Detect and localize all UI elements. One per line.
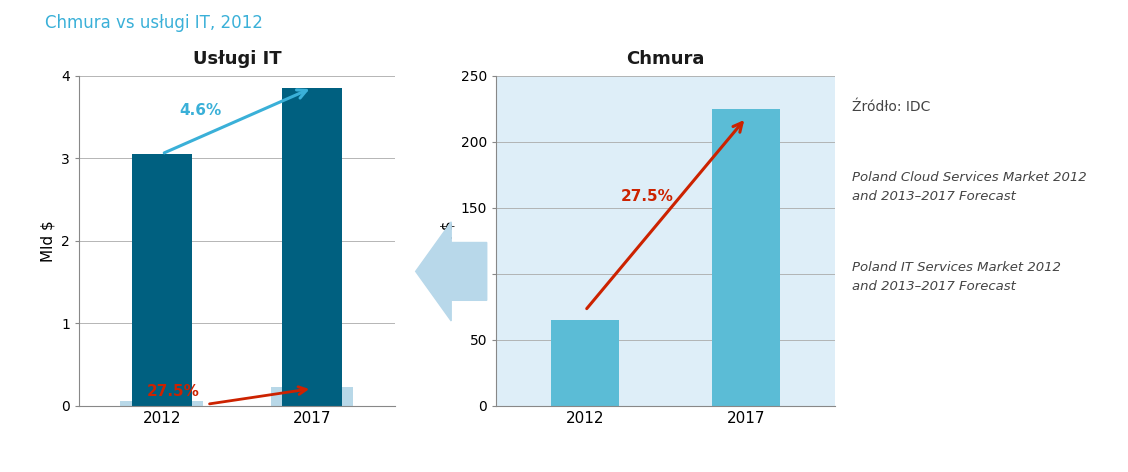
Text: 4.6%: 4.6%: [179, 103, 222, 118]
Text: Źródło: IDC: Źródło: IDC: [852, 100, 929, 114]
Y-axis label: Mld $: Mld $: [41, 220, 55, 261]
Text: 27.5%: 27.5%: [147, 384, 200, 399]
Text: Poland IT Services Market 2012
and 2013–2017 Forecast: Poland IT Services Market 2012 and 2013–…: [852, 261, 1060, 293]
FancyArrow shape: [415, 222, 486, 321]
Bar: [271, 388, 353, 406]
Bar: [712, 109, 779, 406]
Title: Chmura: Chmura: [626, 51, 705, 68]
Y-axis label: Mln $: Mln $: [440, 220, 456, 261]
Text: Poland Cloud Services Market 2012
and 2013–2017 Forecast: Poland Cloud Services Market 2012 and 20…: [852, 171, 1086, 203]
Bar: [132, 154, 192, 406]
Text: Chmura vs usługi IT, 2012: Chmura vs usługi IT, 2012: [45, 14, 263, 32]
Bar: [121, 401, 203, 406]
Title: Usługi IT: Usługi IT: [193, 51, 281, 68]
Bar: [282, 88, 342, 406]
Bar: [552, 320, 619, 406]
Text: 27.5%: 27.5%: [620, 189, 673, 204]
